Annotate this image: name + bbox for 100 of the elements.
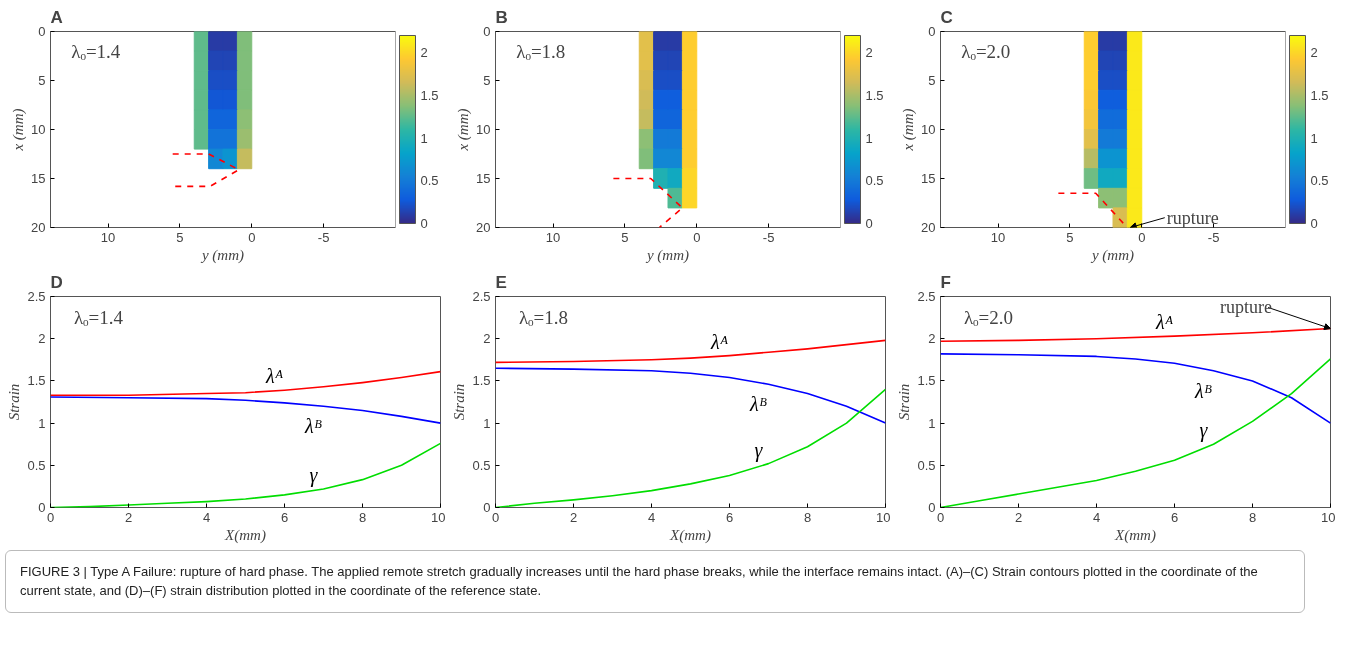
point xyxy=(1112,148,1128,170)
y-axis-title: Strain xyxy=(451,383,468,421)
y-tick-label: 1.5 xyxy=(917,373,936,389)
x-tick-label: 0 xyxy=(248,229,256,245)
color-bar-label: 2 xyxy=(420,45,428,61)
color-bar-label: 1.5 xyxy=(865,87,884,103)
point xyxy=(236,129,253,150)
y-tick-label: 2.5 xyxy=(472,289,491,304)
y-tick-label: 15 xyxy=(476,171,491,186)
point xyxy=(193,129,210,150)
series-label: λᴬ xyxy=(265,365,284,388)
point xyxy=(681,89,698,111)
y-tick-label: 2 xyxy=(483,331,491,347)
y-axis-title: Strain xyxy=(896,383,913,421)
y-tick-label: 0.5 xyxy=(27,457,46,473)
x-tick-label: 0 xyxy=(1138,229,1146,245)
point xyxy=(667,168,683,189)
point xyxy=(681,109,698,130)
point xyxy=(653,168,669,189)
point xyxy=(1126,89,1143,111)
y-axis-title: x (mm) xyxy=(900,108,918,152)
text: λₒ=1.8 xyxy=(518,307,569,329)
x-tick-label: 0 xyxy=(693,229,701,245)
point xyxy=(1112,50,1128,72)
color-bar-label: 1.5 xyxy=(1310,87,1329,103)
text: λₒ=1.8 xyxy=(516,40,566,62)
chart-title: B xyxy=(495,7,508,27)
color-bar-label: 0.5 xyxy=(420,173,439,189)
point xyxy=(667,109,683,130)
x-tick-label: 5 xyxy=(1066,229,1074,245)
x-tick-label: 4 xyxy=(202,509,211,525)
point xyxy=(1112,187,1128,209)
y-tick-label: 1.5 xyxy=(27,373,46,389)
annotation: rupture xyxy=(1166,207,1219,228)
chart-title: D xyxy=(50,272,63,292)
color-bar-label: 0.5 xyxy=(865,173,884,189)
chart-title: E xyxy=(495,272,507,292)
point xyxy=(1083,168,1100,189)
series-label: λᴬ xyxy=(710,330,729,353)
x-axis-title: y (mm) xyxy=(1089,246,1135,264)
y-tick-label: 1.5 xyxy=(472,373,491,389)
point xyxy=(1126,129,1143,150)
series-label: γ xyxy=(1199,419,1209,443)
color-bar-label: 0 xyxy=(1310,216,1318,231)
y-tick-label: 15 xyxy=(31,171,46,186)
point xyxy=(681,50,698,72)
point xyxy=(1126,70,1143,91)
y-tick-label: 0 xyxy=(928,24,936,39)
x-axis-title: X(mm) xyxy=(669,526,711,544)
series-label: γ xyxy=(309,463,319,487)
point xyxy=(681,70,698,91)
point xyxy=(638,148,655,170)
x-tick-label: 10 xyxy=(990,229,1006,245)
color-bar-label: 1 xyxy=(1310,130,1318,146)
point xyxy=(222,50,238,72)
color-bar-label: 1.5 xyxy=(420,87,439,103)
series-label: λᴬ xyxy=(1155,311,1174,334)
line-series xyxy=(940,353,1331,424)
x-tick-label: 10 xyxy=(1321,509,1336,525)
point xyxy=(236,148,253,170)
x-tick-label: 8 xyxy=(803,509,812,525)
point xyxy=(236,89,253,111)
y-tick-label: 0 xyxy=(38,24,46,39)
y-axis-title: x (mm) xyxy=(455,108,473,152)
color-bar-label: 0 xyxy=(420,216,428,231)
point xyxy=(667,89,683,111)
y-axis-title: Strain xyxy=(6,383,23,421)
point xyxy=(236,70,253,91)
x-tick-label: 6 xyxy=(1170,509,1179,525)
point xyxy=(681,187,698,209)
point xyxy=(236,109,253,130)
color-bar-label: 0 xyxy=(865,216,873,231)
y-tick-label: 2 xyxy=(928,331,936,347)
point xyxy=(1126,109,1143,130)
x-tick-label: 2 xyxy=(1014,509,1023,525)
x-tick-label: -5 xyxy=(762,229,775,245)
y-tick-label: 0 xyxy=(483,24,491,39)
x-tick-label: 10 xyxy=(545,229,561,245)
text: λₒ=1.4 xyxy=(71,40,121,62)
y-tick-label: 0.5 xyxy=(917,457,936,473)
x-tick-label: 2 xyxy=(569,509,578,525)
point xyxy=(222,109,238,130)
y-tick-label: 1 xyxy=(483,415,491,431)
y-tick-label: 10 xyxy=(921,122,936,137)
x-tick-label: -5 xyxy=(317,229,330,245)
x-tick-label: 8 xyxy=(358,509,367,525)
x-tick-label: 6 xyxy=(280,509,289,525)
text: λₒ=2.0 xyxy=(963,307,1014,329)
y-tick-label: 10 xyxy=(31,122,46,137)
caption: FIGURE 3 | Type A Failure: rupture of hard phase. The applied remote stretch gradually increases until the hard phase breaks, while the interface remains intact. (A)–(C) Strain contours plotted in the coordinate of the current state, and (D)–(F) strain distribution plotted in the coordinate of the reference state. xyxy=(20,563,1259,600)
y-axis-title: x (mm) xyxy=(10,108,28,152)
series-label: λᴮ xyxy=(748,393,768,416)
color-bar-label: 2 xyxy=(1310,45,1318,61)
x-tick-label: 8 xyxy=(1248,509,1257,525)
point xyxy=(222,148,238,170)
point xyxy=(1126,168,1143,189)
point xyxy=(667,187,683,209)
x-tick-label: 4 xyxy=(1092,509,1101,525)
line-series xyxy=(50,370,441,397)
text: λₒ=2.0 xyxy=(961,40,1011,62)
